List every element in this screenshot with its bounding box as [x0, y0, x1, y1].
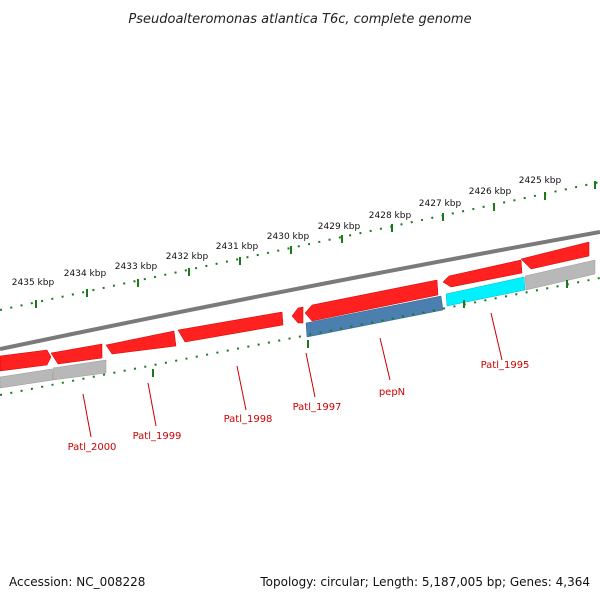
kbp-label: 2429 kbp: [318, 222, 361, 232]
gene-label: Patl_1999: [133, 431, 182, 442]
accession-text: Accession: NC_008228: [9, 575, 145, 589]
cds-bar-gray: [524, 259, 596, 291]
gene-label: Patl_1998: [224, 414, 273, 425]
kbp-label: 2430 kbp: [267, 232, 310, 242]
genome-summary-text: Topology: circular; Length: 5,187,005 bp…: [259, 575, 590, 589]
cds-bar-gray: [52, 359, 107, 381]
kbp-label: 2432 kbp: [166, 252, 209, 262]
inner-tick-dots: [0, 277, 600, 396]
gene-arrow-Patl_1998: [177, 311, 284, 343]
kbp-label: 2427 kbp: [419, 199, 462, 209]
kbp-label: 2431 kbp: [216, 242, 259, 252]
kbp-label: 2434 kbp: [64, 269, 107, 279]
gene-arrow: [0, 349, 52, 372]
kbp-label: 2428 kbp: [369, 211, 412, 221]
gene-label: Patl_1995: [481, 360, 530, 371]
leader-line: [490, 312, 503, 361]
gene-arrow-Patl_1997: [304, 279, 439, 322]
label-leaders: [82, 312, 503, 438]
leader-line: [236, 365, 247, 411]
gene-arrow: [520, 241, 590, 270]
inner-tick-scale: [0, 277, 600, 396]
gene-arrow-Patl_1999: [105, 330, 177, 355]
gene-label: Patl_2000: [68, 442, 117, 453]
cds-bar-Patl_1995: [445, 276, 526, 307]
gene-label: Patl_1997: [293, 402, 342, 413]
inner-major-ticks: [152, 280, 568, 377]
kbp-label: 2433 kbp: [115, 262, 158, 272]
gene-label: pepN: [379, 387, 405, 398]
map-title: Pseudoalteromonas atlantica T6c, complet…: [128, 12, 471, 27]
leader-line: [82, 393, 92, 438]
gene-arrow-Patl_2000: [50, 343, 103, 365]
cds-bar-gray: [0, 368, 54, 389]
gene-arrow: [442, 259, 523, 288]
kbp-label: 2426 kbp: [469, 187, 512, 197]
kbp-label: 2435 kbp: [12, 278, 55, 288]
leader-line: [147, 382, 157, 427]
kbp-label: 2425 kbp: [519, 176, 562, 186]
leader-line: [305, 352, 316, 398]
forward-genes: [0, 241, 590, 372]
cds-features: [0, 259, 596, 389]
leader-line: [379, 337, 391, 381]
cds-bar-pepN: [305, 295, 444, 338]
major-ticks: [35, 181, 596, 308]
genome-backbone: [0, 230, 600, 351]
gene-arrow: [291, 306, 304, 324]
